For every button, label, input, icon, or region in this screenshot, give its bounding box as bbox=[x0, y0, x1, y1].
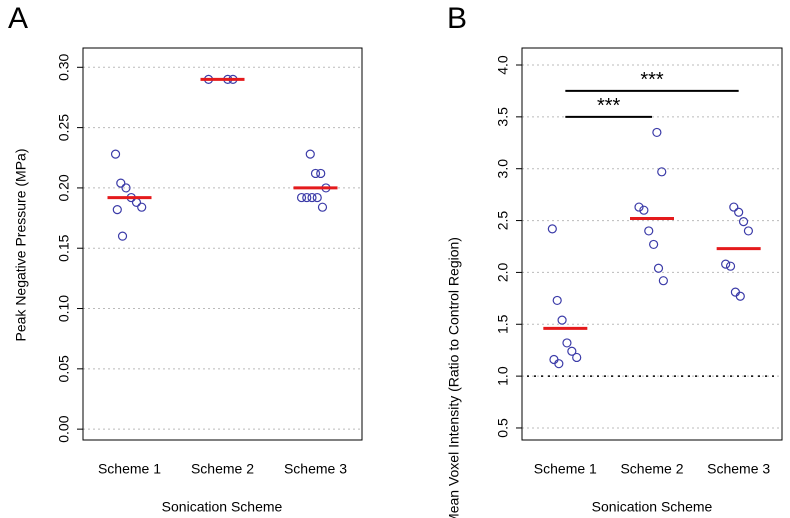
data-point bbox=[562, 338, 572, 348]
data-point bbox=[639, 205, 649, 215]
y-axis-label: Mean Voxel Intensity (Ratio to Control R… bbox=[446, 237, 462, 518]
x-tick-label: Scheme 1 bbox=[98, 461, 161, 477]
x-tick-label: Scheme 3 bbox=[707, 461, 770, 477]
data-point bbox=[725, 261, 736, 271]
data-point bbox=[735, 291, 745, 301]
x-axis-label: Sonication Scheme bbox=[162, 499, 283, 515]
data-point bbox=[307, 192, 317, 203]
x-tick-label: Scheme 2 bbox=[191, 461, 254, 477]
panel-label: B bbox=[447, 2, 467, 35]
y-tick-label: 3.0 bbox=[495, 159, 511, 179]
y-tick-label: 3.5 bbox=[495, 107, 511, 127]
data-point bbox=[658, 276, 668, 286]
data-point bbox=[557, 315, 567, 325]
data-point bbox=[729, 202, 739, 212]
data-point bbox=[310, 168, 321, 179]
data-point bbox=[137, 202, 147, 212]
data-point bbox=[549, 354, 559, 365]
plot-frame bbox=[82, 47, 363, 441]
y-tick-label: 4.0 bbox=[495, 55, 511, 75]
significance-label: *** bbox=[640, 69, 664, 91]
x-axis-label: Sonication Scheme bbox=[592, 499, 713, 515]
data-point bbox=[730, 287, 741, 297]
panel-label: A bbox=[8, 2, 28, 35]
y-tick-label: 0.05 bbox=[56, 355, 72, 382]
data-point bbox=[121, 183, 131, 193]
data-point bbox=[644, 226, 654, 236]
data-point bbox=[547, 224, 557, 234]
data-point bbox=[296, 192, 307, 203]
plot-frame bbox=[521, 47, 783, 441]
data-point bbox=[316, 168, 326, 179]
data-point bbox=[305, 149, 315, 159]
x-tick-label: Scheme 3 bbox=[284, 461, 347, 477]
data-point bbox=[652, 127, 662, 138]
data-point bbox=[657, 167, 667, 177]
data-point bbox=[567, 346, 577, 356]
y-tick-label: 1.5 bbox=[495, 314, 511, 334]
significance-label: *** bbox=[597, 95, 621, 117]
data-point bbox=[649, 239, 659, 250]
data-point bbox=[734, 207, 744, 217]
data-point bbox=[554, 359, 564, 369]
x-tick-label: Scheme 2 bbox=[620, 461, 683, 477]
y-tick-label: 0.10 bbox=[56, 295, 72, 322]
y-tick-label: 0.25 bbox=[56, 114, 72, 141]
data-point bbox=[117, 231, 128, 241]
y-tick-label: 0.20 bbox=[56, 174, 72, 201]
data-point bbox=[302, 192, 312, 203]
y-tick-label: 0.15 bbox=[56, 234, 72, 261]
y-tick-label: 0.00 bbox=[56, 415, 72, 442]
y-tick-label: 0.5 bbox=[495, 418, 511, 438]
data-point bbox=[312, 192, 322, 203]
data-point bbox=[721, 259, 731, 269]
y-tick-label: 2.0 bbox=[495, 262, 511, 282]
y-axis-label: Peak Negative Pressure (MPa) bbox=[13, 149, 29, 342]
data-point bbox=[317, 202, 328, 212]
data-point bbox=[653, 263, 664, 273]
data-point bbox=[572, 352, 582, 363]
x-tick-label: Scheme 1 bbox=[534, 461, 597, 477]
data-point bbox=[116, 178, 126, 188]
data-point bbox=[738, 217, 749, 227]
data-point bbox=[552, 295, 562, 306]
y-tick-label: 2.5 bbox=[495, 211, 511, 231]
data-point bbox=[112, 205, 122, 215]
data-point bbox=[110, 149, 121, 159]
y-tick-label: 0.30 bbox=[56, 53, 72, 80]
data-point bbox=[634, 202, 644, 212]
y-tick-label: 1.0 bbox=[495, 366, 511, 386]
data-point bbox=[131, 197, 142, 207]
data-point bbox=[743, 226, 754, 236]
